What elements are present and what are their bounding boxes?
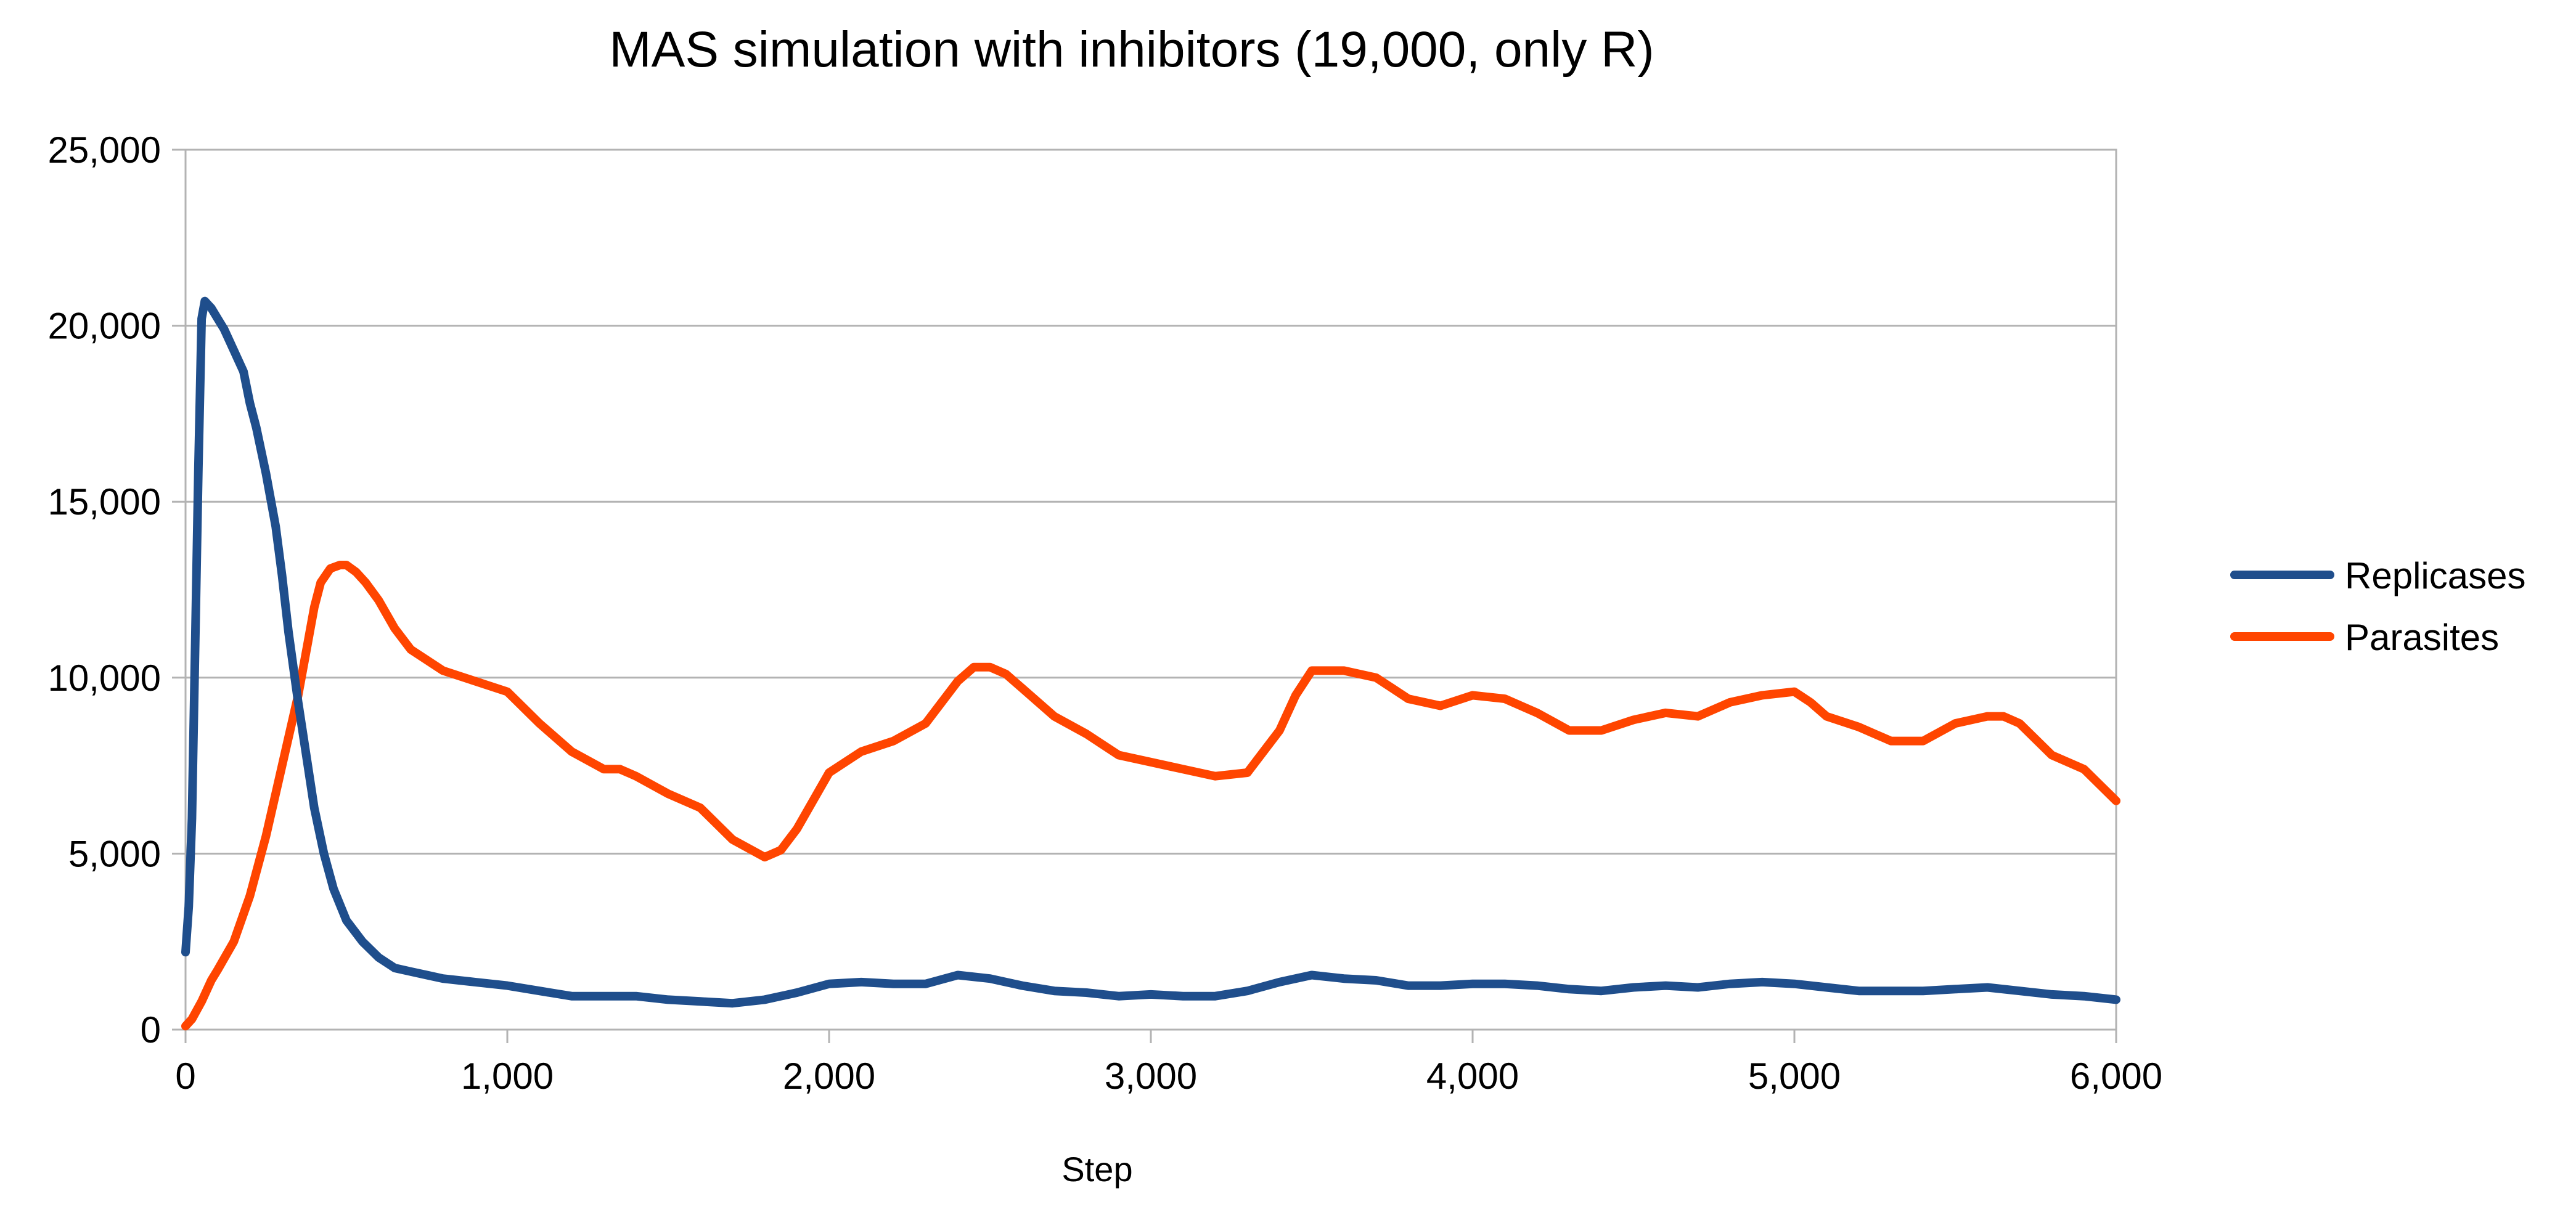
x-tick-label: 0 — [175, 1055, 195, 1097]
y-tick-label: 5,000 — [68, 833, 161, 874]
series-line-replicases — [181, 296, 2120, 1008]
x-axis-ticks: 0 1,000 2,000 3,000 4,000 5,000 6,000 — [175, 1030, 2162, 1097]
x-tick-label: 3,000 — [1105, 1055, 1197, 1097]
y-tick-label: 0 — [141, 1009, 161, 1051]
legend-label-parasites: Parasites — [2345, 617, 2499, 658]
chart-title: MAS simulation with inhibitors (19,000, … — [609, 22, 1654, 78]
legend: Replicases Parasites — [2230, 555, 2525, 658]
y-tick-label: 10,000 — [47, 657, 161, 699]
x-tick-label: 6,000 — [2070, 1055, 2162, 1097]
x-tick-label: 2,000 — [783, 1055, 875, 1097]
y-axis-ticks: 0 5,000 10,000 15,000 20,000 25,000 — [47, 129, 186, 1051]
legend-label-replicases: Replicases — [2345, 555, 2525, 596]
x-tick-label: 1,000 — [461, 1055, 554, 1097]
x-tick-label: 4,000 — [1426, 1055, 1519, 1097]
y-tick-label: 15,000 — [47, 481, 161, 523]
x-axis-title: Step — [1061, 1150, 1132, 1189]
x-tick-label: 5,000 — [1748, 1055, 1841, 1097]
series-lines — [181, 296, 2120, 1031]
y-tick-label: 25,000 — [47, 129, 161, 171]
y-tick-label: 20,000 — [47, 306, 161, 347]
series-line-parasites — [181, 561, 2120, 1031]
